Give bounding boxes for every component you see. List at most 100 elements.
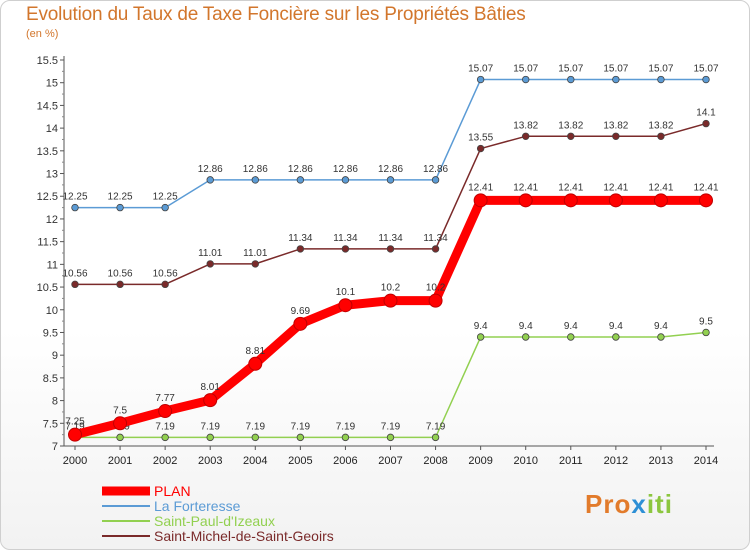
data-point bbox=[563, 193, 578, 208]
data-point bbox=[203, 393, 218, 408]
data-point bbox=[293, 316, 308, 331]
data-label: 9.4 bbox=[474, 321, 488, 332]
data-label: 10.56 bbox=[153, 268, 178, 279]
y-tick-label: 12 bbox=[46, 214, 58, 226]
data-label: 9.4 bbox=[519, 321, 533, 332]
data-point bbox=[341, 176, 350, 184]
data-label: 12.41 bbox=[603, 182, 628, 193]
data-label: 15.07 bbox=[648, 64, 673, 75]
data-label: 7.77 bbox=[155, 393, 175, 404]
data-label: 12.25 bbox=[62, 192, 87, 203]
data-label: 9.5 bbox=[699, 316, 713, 327]
data-point bbox=[567, 333, 575, 341]
y-tick-label: 7 bbox=[52, 441, 58, 453]
data-point bbox=[206, 433, 214, 442]
data-point bbox=[68, 427, 82, 442]
x-tick-label: 2000 bbox=[63, 455, 87, 467]
y-tick-label: 14 bbox=[46, 123, 58, 135]
series-plan: 7.25 7.5 7.77 8.01 8.81 9.69 10.1 10.2 10.2 12.41… bbox=[65, 182, 719, 442]
y-tick-label: 10.5 bbox=[37, 282, 58, 294]
x-tick-label: 2006 bbox=[333, 455, 357, 467]
y-tick-label: 9.5 bbox=[43, 327, 58, 339]
proxiti-logo: Proxiti bbox=[585, 489, 673, 520]
data-point bbox=[428, 293, 443, 308]
data-point bbox=[158, 404, 173, 419]
data-point bbox=[71, 203, 79, 212]
data-point bbox=[657, 132, 665, 140]
data-label: 12.41 bbox=[468, 182, 493, 193]
data-point bbox=[161, 203, 169, 212]
x-tick-label: 2012 bbox=[604, 455, 628, 467]
y-tick-label: 12.5 bbox=[37, 191, 58, 203]
logo-part-1: Pro bbox=[585, 489, 632, 519]
data-label: 7.19 bbox=[426, 421, 446, 432]
data-point bbox=[113, 416, 128, 431]
data-point bbox=[657, 333, 665, 341]
data-label: 7.5 bbox=[113, 405, 127, 416]
data-point bbox=[431, 433, 440, 442]
data-label: 13.82 bbox=[648, 120, 673, 131]
data-point bbox=[386, 176, 395, 184]
y-tick-label: 8 bbox=[52, 396, 58, 408]
data-point bbox=[338, 298, 353, 313]
data-label: 7.19 bbox=[336, 421, 356, 432]
data-label: 7.19 bbox=[65, 421, 85, 432]
logo-part-3: iti bbox=[646, 489, 673, 519]
data-point bbox=[341, 245, 350, 253]
x-tick-label: 2011 bbox=[559, 455, 583, 467]
x-tick-label: 2008 bbox=[423, 455, 447, 467]
data-label: 13.82 bbox=[603, 120, 628, 131]
data-label: 14.1 bbox=[696, 108, 716, 119]
data-label: 12.86 bbox=[423, 164, 448, 175]
y-tick-label: 15 bbox=[46, 78, 58, 90]
y-tick-label: 14.5 bbox=[37, 100, 58, 112]
data-point bbox=[251, 433, 259, 442]
data-label: 15.07 bbox=[693, 64, 718, 75]
data-label: 11.34 bbox=[423, 233, 448, 244]
legend-label: Saint-Paul-d'Izeaux bbox=[154, 513, 275, 529]
x-tick-label: 2003 bbox=[198, 455, 222, 467]
data-point bbox=[608, 193, 623, 208]
data-point bbox=[567, 75, 575, 84]
data-point bbox=[71, 280, 79, 289]
y-tick-label: 13.5 bbox=[37, 146, 58, 158]
data-label: 15.07 bbox=[558, 64, 583, 75]
data-label: 9.4 bbox=[564, 321, 578, 332]
data-point bbox=[431, 245, 440, 253]
data-point bbox=[702, 328, 710, 337]
data-point bbox=[657, 75, 665, 84]
data-label: 12.86 bbox=[198, 164, 223, 175]
data-label: 7.19 bbox=[246, 421, 266, 432]
data-point bbox=[386, 245, 395, 253]
chart-title: Evolution du Taux de Taxe Foncière sur l… bbox=[26, 4, 526, 25]
y-tick-label: 7.5 bbox=[43, 418, 58, 430]
data-point bbox=[251, 260, 259, 268]
x-tick-label: 2009 bbox=[468, 455, 492, 467]
data-point bbox=[296, 176, 305, 184]
x-tick-label: 2005 bbox=[288, 455, 312, 467]
data-point bbox=[473, 193, 488, 208]
data-label: 13.82 bbox=[558, 120, 583, 131]
data-label: 7.19 bbox=[200, 421, 220, 432]
data-label: 12.25 bbox=[153, 192, 178, 203]
data-point bbox=[248, 356, 263, 371]
data-label: 9.4 bbox=[609, 321, 623, 332]
data-point bbox=[476, 333, 485, 341]
data-label: 12.86 bbox=[333, 164, 358, 175]
data-label: 12.41 bbox=[513, 182, 538, 193]
data-point bbox=[702, 119, 710, 128]
data-point bbox=[653, 193, 668, 208]
data-label: 13.55 bbox=[468, 133, 493, 144]
x-tick-label: 2004 bbox=[243, 455, 267, 467]
data-point bbox=[522, 132, 530, 140]
data-point bbox=[116, 433, 124, 442]
data-point bbox=[116, 203, 124, 212]
data-point bbox=[476, 75, 485, 84]
data-point bbox=[206, 260, 214, 268]
x-tick-label: 2002 bbox=[153, 455, 177, 467]
data-point bbox=[522, 333, 530, 341]
data-label: 12.86 bbox=[288, 164, 313, 175]
data-label: 10.1 bbox=[336, 287, 356, 298]
series-saint-paul-d-izeaux: 7.197.197.197.197.197.197.197.197.199.49… bbox=[65, 316, 713, 442]
